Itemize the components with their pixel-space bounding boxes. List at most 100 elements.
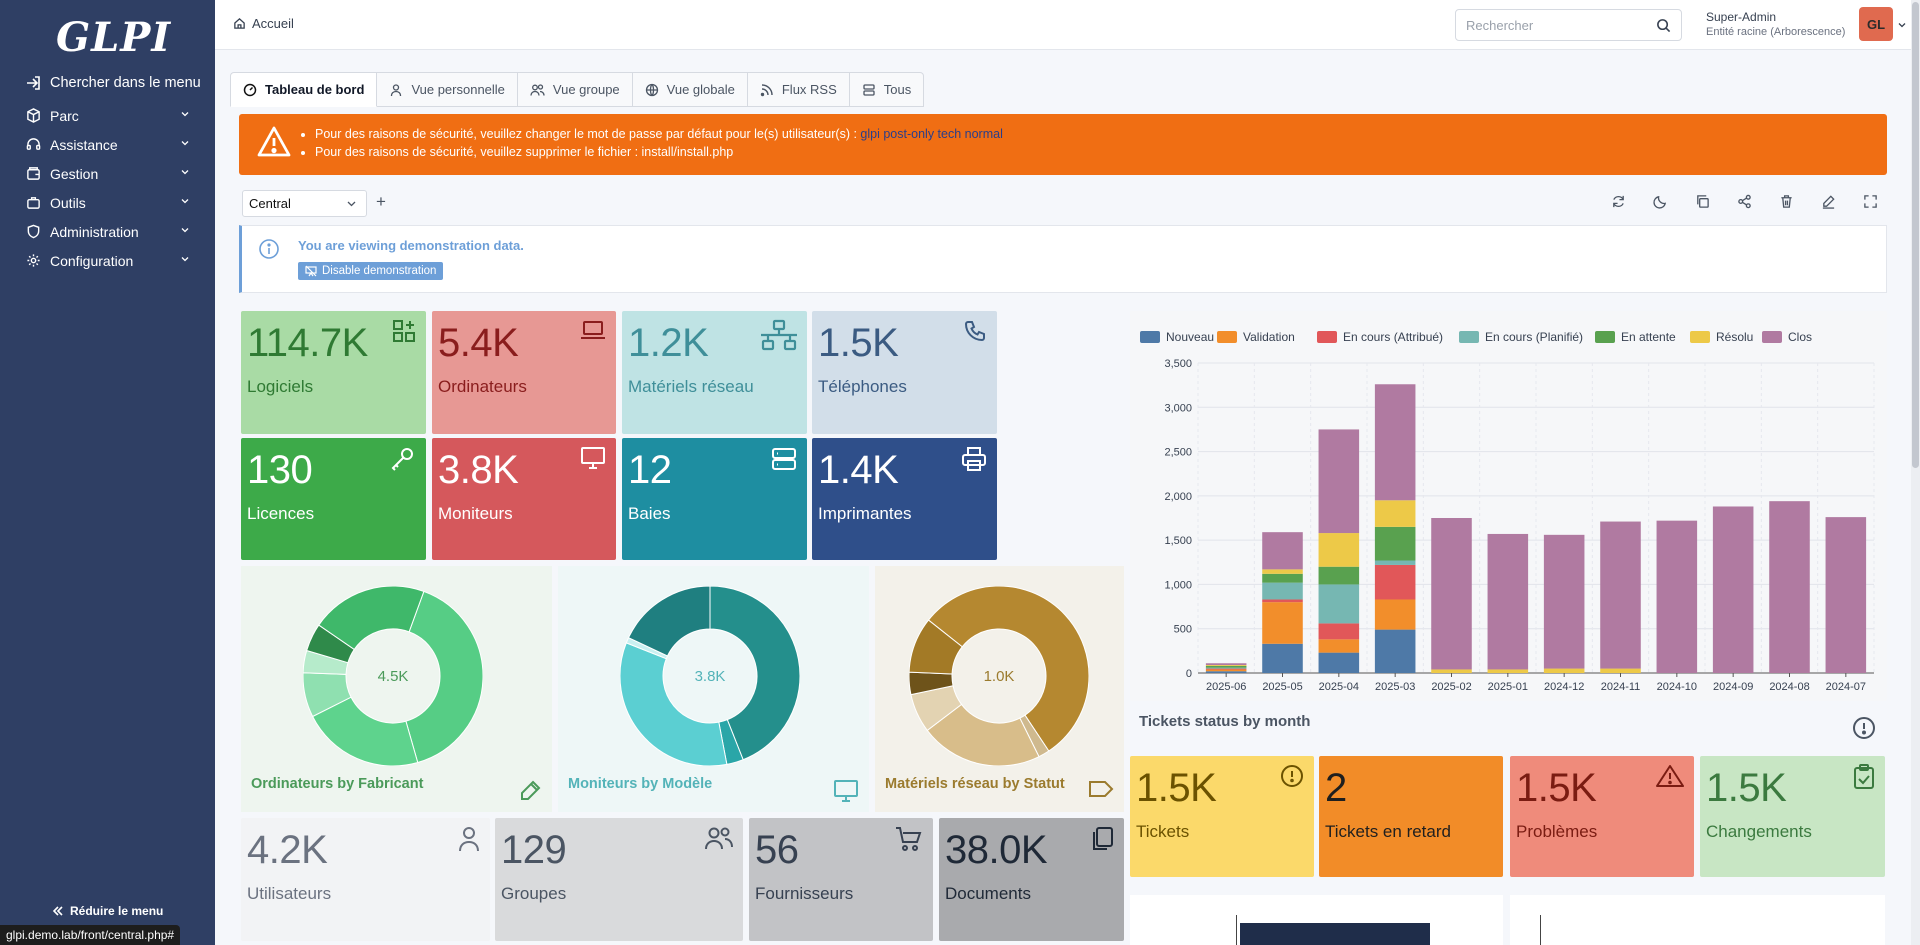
card-changements[interactable]: 1.5K Changements bbox=[1700, 756, 1885, 877]
legend-swatch[interactable] bbox=[1140, 331, 1160, 343]
tab-tous[interactable]: Tous bbox=[849, 72, 925, 107]
bar-segment[interactable] bbox=[1318, 533, 1360, 567]
bar-segment[interactable] bbox=[1262, 643, 1303, 673]
bar-segment[interactable] bbox=[1262, 599, 1303, 603]
bar-segment[interactable] bbox=[1318, 584, 1360, 624]
bar-segment[interactable] bbox=[1205, 663, 1247, 666]
bar-segment[interactable] bbox=[1600, 521, 1641, 669]
bar-segment[interactable] bbox=[1318, 639, 1360, 653]
donut-slice[interactable] bbox=[620, 642, 728, 766]
legend-label[interactable]: Résolu bbox=[1716, 330, 1753, 344]
sidebar-item-gestion[interactable]: Gestion bbox=[0, 159, 215, 188]
bar-segment[interactable] bbox=[1543, 668, 1585, 673]
card-utilisateurs[interactable]: 4.2K Utilisateurs bbox=[241, 818, 490, 941]
legend-label[interactable]: Clos bbox=[1788, 330, 1812, 344]
sidebar-item-administration[interactable]: Administration bbox=[0, 217, 215, 246]
card-licences[interactable]: 130 Licences bbox=[241, 438, 426, 560]
donut-chart[interactable]: 3.8K bbox=[620, 586, 800, 766]
legend-label[interactable]: Nouveau bbox=[1166, 330, 1214, 344]
bar-segment[interactable] bbox=[1825, 517, 1867, 673]
bar-segment[interactable] bbox=[1374, 560, 1416, 565]
alert-circle-icon[interactable] bbox=[1852, 716, 1876, 740]
sidebar-item-assistance[interactable]: Assistance bbox=[0, 130, 215, 159]
bar-segment[interactable] bbox=[1374, 599, 1416, 630]
bar-segment[interactable] bbox=[1543, 534, 1585, 669]
chevron-down-icon[interactable] bbox=[1898, 21, 1906, 29]
bar-segment[interactable] bbox=[1318, 623, 1360, 640]
sidebar-item-parc[interactable]: Parc bbox=[0, 101, 215, 130]
legend-label[interactable]: En cours (Attribué) bbox=[1343, 330, 1443, 344]
legend-swatch[interactable] bbox=[1217, 331, 1237, 343]
bar-segment[interactable] bbox=[1431, 669, 1472, 673]
avatar[interactable]: GL bbox=[1859, 7, 1893, 41]
card-groupes[interactable]: 129 Groupes bbox=[495, 818, 743, 941]
trash-icon[interactable] bbox=[1777, 192, 1795, 210]
legend-swatch[interactable] bbox=[1317, 331, 1337, 343]
search-input[interactable]: Rechercher bbox=[1455, 9, 1682, 41]
copy-icon[interactable] bbox=[1693, 192, 1711, 210]
bar-segment[interactable] bbox=[1262, 582, 1303, 600]
sidebar-item-configuration[interactable]: Configuration bbox=[0, 246, 215, 275]
bar-segment[interactable] bbox=[1318, 566, 1360, 585]
bar-segment[interactable] bbox=[1205, 669, 1247, 672]
bar-segment[interactable] bbox=[1374, 526, 1416, 561]
dashboard-select[interactable]: Central bbox=[242, 190, 367, 217]
card-materiels-reseau[interactable]: 1.2K Matériels réseau bbox=[622, 311, 807, 434]
legend-swatch[interactable] bbox=[1459, 331, 1479, 343]
bar-segment[interactable] bbox=[1205, 668, 1247, 670]
add-dashboard-button[interactable]: + bbox=[376, 192, 386, 211]
bar-segment[interactable] bbox=[1205, 671, 1247, 673]
donut-chart[interactable]: 4.5K bbox=[303, 586, 483, 766]
legend-label[interactable]: En cours (Planifié) bbox=[1485, 330, 1583, 344]
legend-swatch[interactable] bbox=[1595, 331, 1615, 343]
fullscreen-icon[interactable] bbox=[1861, 192, 1879, 210]
card-imprimantes[interactable]: 1.4K Imprimantes bbox=[812, 438, 997, 560]
menu-search[interactable]: Chercher dans le menu bbox=[0, 68, 215, 97]
bar-segment[interactable] bbox=[1374, 500, 1416, 527]
user-info[interactable]: Super-Admin Entité racine (Arborescence) bbox=[1706, 10, 1845, 40]
disable-demo-button[interactable]: Disable demonstration bbox=[298, 262, 444, 280]
bar-segment[interactable] bbox=[1262, 573, 1303, 583]
legend-label[interactable]: Validation bbox=[1243, 330, 1295, 344]
glpi-logo[interactable]: GLPI bbox=[56, 14, 172, 61]
bar-segment[interactable] bbox=[1487, 669, 1529, 673]
legend-swatch[interactable] bbox=[1762, 331, 1782, 343]
bar-segment[interactable] bbox=[1600, 668, 1641, 673]
bar-segment[interactable] bbox=[1318, 429, 1360, 534]
card-moniteurs[interactable]: 3.8K Moniteurs bbox=[432, 438, 616, 560]
bar-segment[interactable] bbox=[1431, 518, 1472, 670]
donut-slice[interactable] bbox=[927, 586, 1089, 752]
donut-slice[interactable] bbox=[405, 590, 483, 764]
tab-tableau-de-bord[interactable]: Tableau de bord bbox=[230, 72, 378, 107]
refresh-icon[interactable] bbox=[1609, 192, 1627, 210]
tab-flux-rss[interactable]: Flux RSS bbox=[747, 72, 850, 107]
tab-vue-globale[interactable]: Vue globale bbox=[632, 72, 748, 107]
bar-segment[interactable] bbox=[1487, 533, 1529, 670]
breadcrumb[interactable]: Accueil bbox=[233, 16, 294, 31]
bar-segment[interactable] bbox=[1318, 652, 1360, 673]
bar-segment[interactable] bbox=[1205, 665, 1247, 666]
card-tickets-en-retard[interactable]: 2 Tickets en retard bbox=[1319, 756, 1503, 877]
moon-icon[interactable] bbox=[1651, 192, 1669, 210]
bar-segment[interactable] bbox=[1205, 667, 1247, 669]
share-icon[interactable] bbox=[1735, 192, 1753, 210]
scrollbar[interactable] bbox=[1911, 0, 1920, 945]
card-documents[interactable]: 38.0K Documents bbox=[939, 818, 1124, 941]
bar-segment[interactable] bbox=[1374, 564, 1416, 600]
bar-segment[interactable] bbox=[1374, 384, 1416, 501]
bar-segment[interactable] bbox=[1205, 665, 1247, 668]
card-ordinateurs[interactable]: 5.4K Ordinateurs bbox=[432, 311, 616, 434]
card-problemes[interactable]: 1.5K Problèmes bbox=[1510, 756, 1694, 877]
reduce-menu-button[interactable]: Réduire le menu bbox=[52, 904, 163, 918]
bar-segment[interactable] bbox=[1262, 569, 1303, 574]
card-fournisseurs[interactable]: 56 Fournisseurs bbox=[749, 818, 933, 941]
sidebar-item-outils[interactable]: Outils bbox=[0, 188, 215, 217]
donut-slice[interactable] bbox=[318, 586, 425, 651]
bar-segment[interactable] bbox=[1656, 520, 1698, 673]
bar-segment[interactable] bbox=[1712, 506, 1754, 673]
bar-segment[interactable] bbox=[1769, 501, 1810, 673]
donut-chart[interactable]: 1.0K bbox=[909, 586, 1089, 766]
tickets-bar-chart[interactable]: Nouveau Validation En cours (Attribué) En c… bbox=[1130, 311, 1887, 701]
card-tickets[interactable]: 1.5K Tickets bbox=[1130, 756, 1314, 877]
tab-vue-groupe[interactable]: Vue groupe bbox=[517, 72, 633, 107]
